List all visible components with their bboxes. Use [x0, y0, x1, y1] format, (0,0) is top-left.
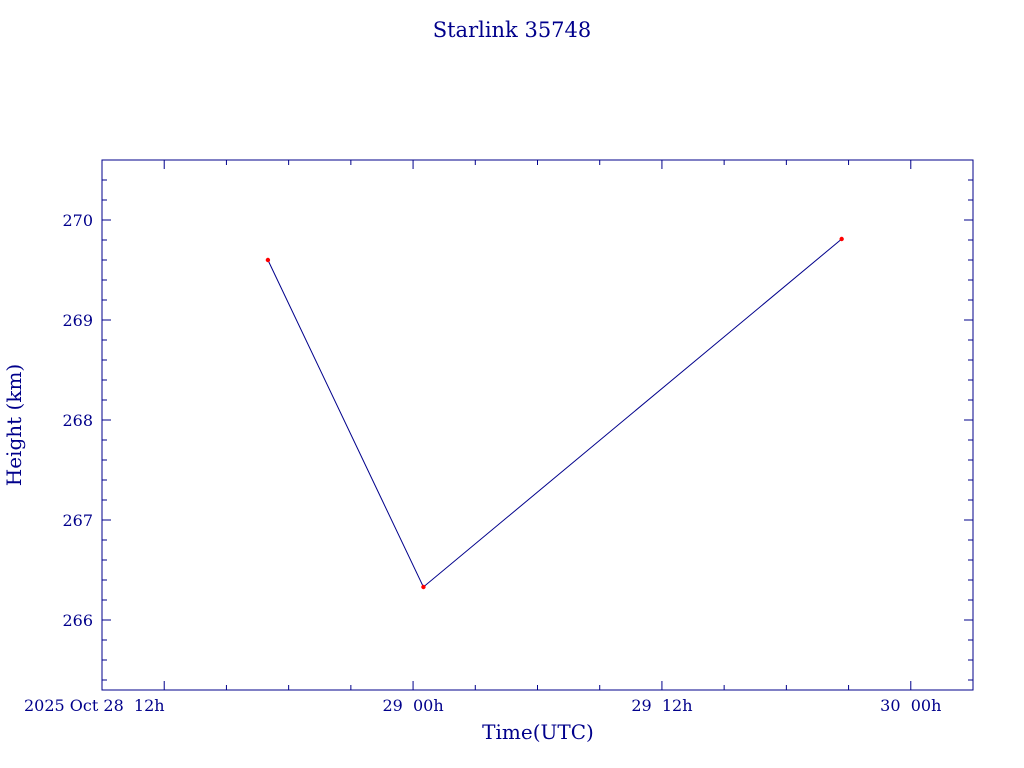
- x-tick-labels: 2025 Oct 28 12h 29 00h 29 12h 30 00h: [24, 696, 941, 715]
- x-minor-ticks: [101, 160, 974, 690]
- y-tick-label: 266: [62, 611, 93, 630]
- y-tick-label: 269: [62, 311, 93, 330]
- y-tick-label: 270: [62, 211, 93, 230]
- x-tick-label: 29 00h: [382, 696, 443, 715]
- y-axis-label: Height (km): [2, 364, 26, 486]
- series-line-group: [267, 238, 843, 588]
- y-major-ticks: [102, 219, 973, 621]
- series-line: [267, 238, 843, 588]
- x-axis-label: Time(UTC): [482, 720, 594, 744]
- data-point: [265, 257, 271, 263]
- x-major-ticks: [163, 160, 912, 690]
- series-points-group: [265, 236, 844, 590]
- data-point: [421, 584, 426, 590]
- x-tick-label: 2025 Oct 28 12h: [24, 696, 165, 715]
- y-minor-ticks: [102, 159, 973, 681]
- data-point: [839, 236, 844, 242]
- x-tick-label: 30 00h: [880, 696, 941, 715]
- x-tick-label: 29 12h: [631, 696, 692, 715]
- y-tick-label: 268: [62, 411, 93, 430]
- y-tick-labels: 266 267 268 269 270: [62, 211, 93, 630]
- y-tick-label: 267: [62, 511, 93, 530]
- chart-title: Starlink 35748: [433, 18, 592, 42]
